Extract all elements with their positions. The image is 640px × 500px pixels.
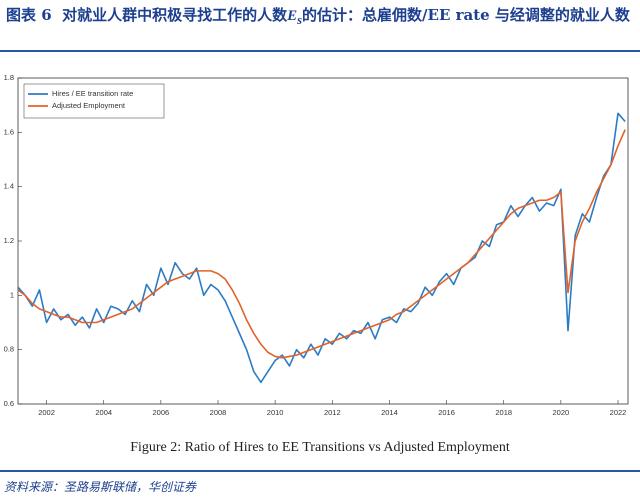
x-tick-label: 2016 — [438, 408, 455, 417]
x-tick-label: 2010 — [267, 408, 284, 417]
title: 的估计：总雇佣数/EE rate 与经调整的就业人数 — [302, 6, 630, 24]
x-tick-label: 2018 — [495, 408, 512, 417]
caption: Figure 2: Ratio of Hires to EE Transitio… — [130, 440, 510, 455]
title: 对就业人群中积极寻找工作的人数 — [62, 6, 288, 24]
y-tick-label: 1.6 — [4, 127, 14, 136]
legend-box — [23, 83, 165, 119]
header: 图表 6 对就业人群中积极寻找工作的人数Es的估计：总雇佣数/EE rate 与… — [6, 4, 634, 31]
x-tick-label: 2006 — [153, 408, 170, 417]
title-var: E — [287, 8, 298, 24]
y-tick-label: 1.8 — [4, 73, 14, 82]
y-tick-label: 0.6 — [4, 399, 14, 408]
x-tick-label: 2014 — [381, 408, 398, 417]
chart: 0.6 0.8 1 1.2 1.4 1.6 1.8 2002 2004 2006 2008 2010 2… — [4, 73, 629, 417]
rule — [0, 50, 640, 52]
y-tick-label: 1 — [10, 290, 14, 299]
series-line — [17, 129, 626, 359]
legend-label: Adjusted Employment — [52, 101, 126, 110]
y-tick-label: 1.4 — [4, 182, 14, 191]
y-tick-label: 1.2 — [4, 236, 14, 245]
x-tick-label: 2002 — [38, 408, 55, 417]
figure-label: 图表 6 — [6, 6, 52, 24]
source: 资料来源：圣路易斯联储，华创证券 — [4, 480, 197, 494]
x-tick-label: 2008 — [210, 408, 227, 417]
x-tick-label: 2004 — [95, 408, 112, 417]
rule — [0, 470, 640, 472]
x-tick-label: 2012 — [324, 408, 341, 417]
x-tick-label: 2022 — [610, 408, 627, 417]
title-sub: s — [297, 13, 303, 27]
x-tick-label: 2020 — [553, 408, 570, 417]
series-line — [17, 112, 626, 384]
plot-frame — [17, 77, 629, 405]
y-tick-label: 0.8 — [4, 345, 14, 354]
legend-label: Hires / EE transition rate — [52, 89, 133, 98]
